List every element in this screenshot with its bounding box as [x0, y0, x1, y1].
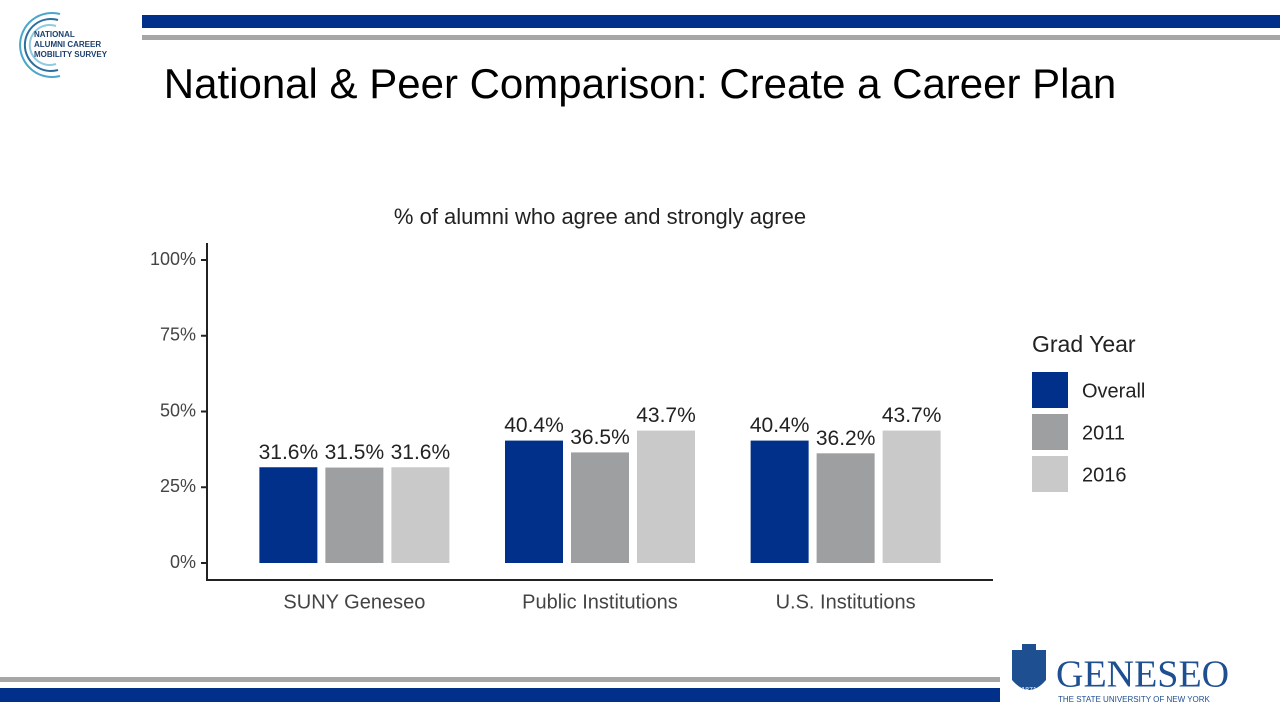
school-name: GENESEO — [1056, 654, 1229, 696]
legend-label: 2011 — [1082, 422, 1125, 444]
y-tick-label: 50% — [160, 400, 196, 420]
value-label: 43.7% — [882, 404, 942, 427]
y-tick-label: 0% — [170, 552, 196, 572]
top-rule — [142, 35, 1280, 40]
y-tick-label: 25% — [160, 476, 196, 496]
bottom-rule — [0, 677, 1000, 682]
legend-label: Overall — [1082, 380, 1145, 402]
value-label: 31.6% — [259, 441, 319, 464]
top-band — [142, 15, 1280, 28]
bottom-band — [0, 688, 1000, 702]
value-label: 31.6% — [391, 441, 451, 464]
value-label: 36.2% — [816, 427, 876, 450]
bar — [505, 440, 563, 563]
legend-swatch — [1032, 372, 1068, 408]
x-tick-label: Public Institutions — [522, 591, 678, 613]
x-tick-label: SUNY Geneseo — [283, 591, 425, 613]
legend-label: 2016 — [1082, 464, 1127, 486]
school-subtitle: THE STATE UNIVERSITY OF NEW YORK — [1058, 695, 1211, 704]
chart-title: % of alumni who agree and strongly agree — [394, 204, 806, 229]
geneseo-crest — [1012, 644, 1046, 690]
legend-title: Grad Year — [1032, 331, 1136, 357]
y-tick-label: 75% — [160, 325, 196, 345]
bar — [571, 452, 629, 563]
bar — [259, 467, 318, 563]
y-tick-label: 100% — [150, 249, 196, 269]
value-label: 43.7% — [636, 404, 696, 427]
legend-swatch — [1032, 456, 1068, 492]
value-label: 36.5% — [570, 426, 630, 449]
crest-year: 1871 — [1021, 687, 1037, 694]
bar — [882, 430, 941, 563]
survey-logo — [19, 12, 61, 78]
bar — [816, 453, 875, 563]
value-label: 40.4% — [504, 414, 564, 437]
logo-text: ALUMNI CAREER — [34, 40, 101, 49]
bar — [325, 467, 384, 563]
bar — [750, 440, 809, 563]
x-tick-label: U.S. Institutions — [776, 591, 916, 613]
bar — [391, 467, 450, 563]
value-label: 40.4% — [750, 414, 810, 437]
legend-swatch — [1032, 414, 1068, 450]
value-label: 31.5% — [325, 441, 385, 464]
logo-text: MOBILITY SURVEY — [34, 50, 108, 59]
bar — [637, 430, 695, 563]
logo-text: NATIONAL — [34, 30, 75, 39]
slide-title: National & Peer Comparison: Create a Car… — [163, 60, 1117, 107]
